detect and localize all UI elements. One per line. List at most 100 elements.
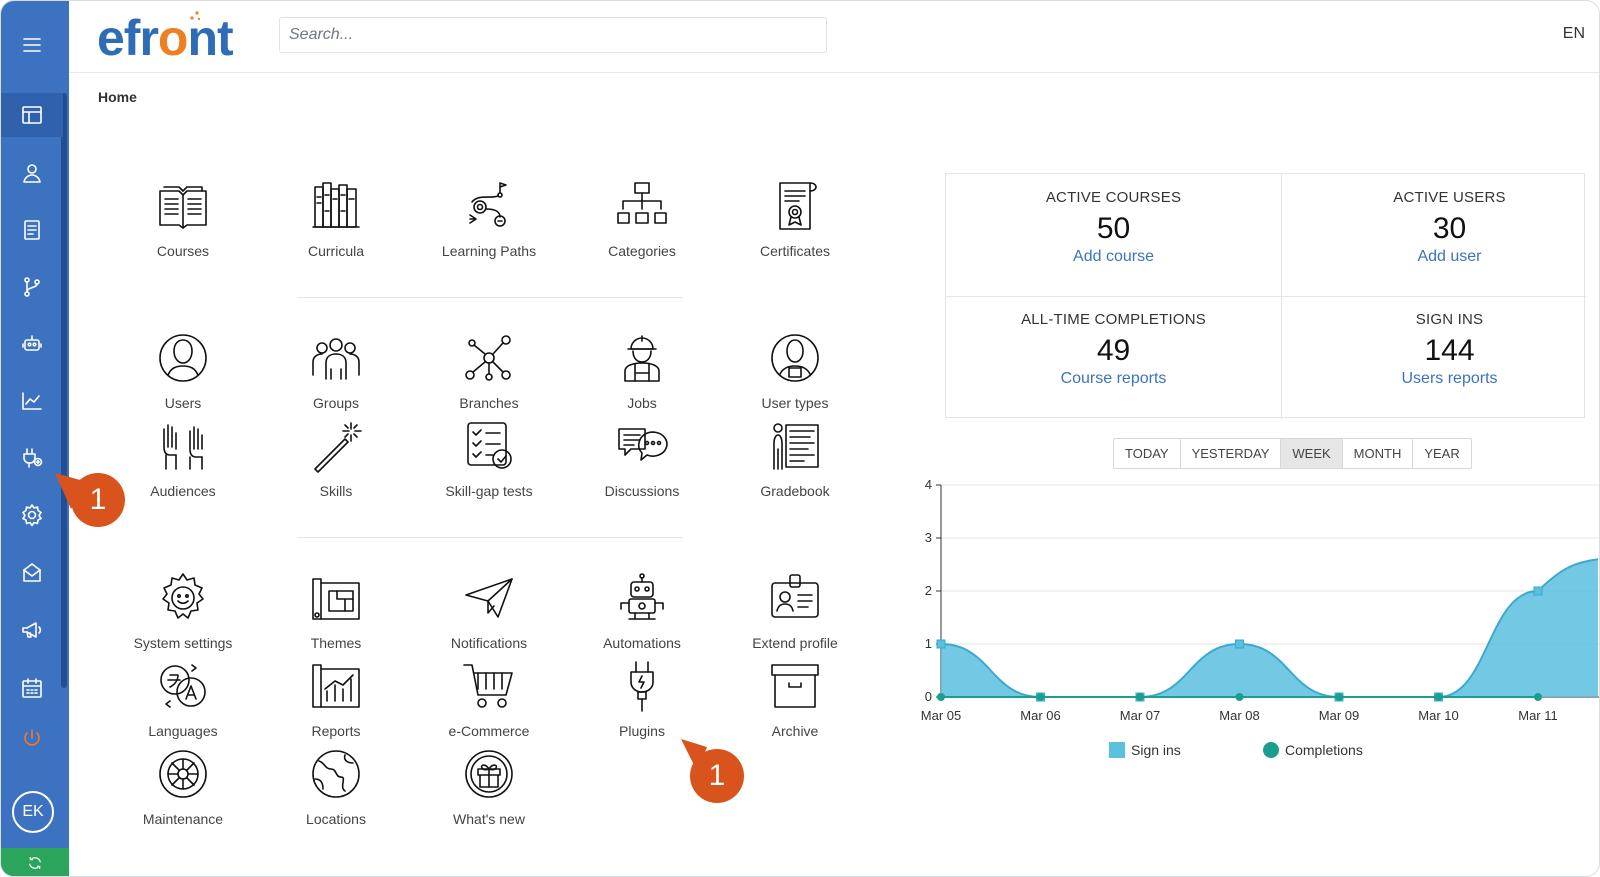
- y-tick-label: 3: [925, 530, 932, 545]
- tile-skills[interactable]: Skills: [261, 419, 411, 504]
- shopping-cart-icon: [463, 664, 513, 708]
- tile-branches[interactable]: Branches: [414, 331, 564, 416]
- sidebar-scrollbar[interactable]: [61, 93, 67, 688]
- messages-icon[interactable]: [1, 551, 63, 595]
- tile-label: Themes: [310, 635, 362, 651]
- top-header: efront Search... EN: [69, 1, 1599, 73]
- tile-label: Discussions: [604, 483, 680, 499]
- gift-circle-icon: [465, 750, 513, 798]
- period-week-button[interactable]: WEEK: [1281, 439, 1343, 468]
- logo-spark-icon: [190, 11, 201, 21]
- robot-icon[interactable]: [1, 322, 63, 366]
- add-user-link[interactable]: Add user: [1417, 248, 1482, 265]
- tile-label: Notifications: [450, 635, 528, 651]
- efront-logo[interactable]: efront: [97, 9, 234, 67]
- gear-smile-icon: [162, 573, 204, 619]
- tile-certificates[interactable]: Certificates: [720, 179, 870, 264]
- tile-whats-new[interactable]: What's new: [414, 747, 564, 832]
- course-reports-link[interactable]: Course reports: [1060, 370, 1167, 387]
- tile-ecommerce[interactable]: e-Commerce: [414, 659, 564, 744]
- user-circle-icon: [159, 334, 207, 382]
- sync-button[interactable]: [1, 848, 69, 876]
- tile-groups[interactable]: Groups: [261, 331, 411, 416]
- path-map-icon: [469, 182, 507, 227]
- group-people-icon: [312, 338, 360, 380]
- logo-text-start: efr: [97, 10, 159, 66]
- dashboard-icon[interactable]: [1, 93, 63, 137]
- tile-curricula[interactable]: Curricula: [261, 179, 411, 264]
- tile-jobs[interactable]: Jobs: [567, 331, 717, 416]
- users-reports-link[interactable]: Users reports: [1401, 370, 1498, 387]
- tile-languages[interactable]: Languages: [108, 659, 258, 744]
- tile-label: Users: [164, 395, 202, 411]
- tile-label: Categories: [608, 243, 676, 259]
- tile-system-settings[interactable]: System settings: [108, 571, 258, 656]
- tile-users[interactable]: Users: [108, 331, 258, 416]
- period-month-button[interactable]: MONTH: [1343, 439, 1414, 468]
- tile-label: Branches: [459, 395, 519, 411]
- tile-notifications[interactable]: Notifications: [414, 571, 564, 656]
- settings-icon[interactable]: [1, 493, 63, 537]
- tile-archive[interactable]: Archive: [720, 659, 870, 744]
- power-icon[interactable]: [1, 717, 63, 761]
- callout-badge-sidebar: 1: [71, 473, 125, 527]
- completions-point: [1434, 693, 1443, 701]
- tile-plugins[interactable]: Plugins: [567, 659, 717, 744]
- period-today-button[interactable]: TODAY: [1114, 439, 1181, 468]
- reports-icon[interactable]: [1, 379, 63, 423]
- legend-completions[interactable]: Completions: [1263, 742, 1363, 758]
- plugins-icon[interactable]: [1, 436, 63, 480]
- tile-skill-gap-tests[interactable]: Skill-gap tests: [414, 419, 564, 504]
- tile-discussions[interactable]: Discussions: [567, 419, 717, 504]
- avatar[interactable]: EK: [12, 791, 54, 833]
- menu-icon[interactable]: [1, 23, 63, 67]
- search-input[interactable]: Search...: [279, 17, 827, 53]
- tile-extend-profile[interactable]: Extend profile: [720, 571, 870, 656]
- tile-label: Learning Paths: [441, 243, 537, 259]
- tile-courses[interactable]: Courses: [108, 179, 258, 264]
- translate-icon: [160, 664, 206, 708]
- user-badge-icon: [771, 334, 819, 382]
- completions-point: [937, 693, 945, 701]
- period-yesterday-button[interactable]: YESTERDAY: [1181, 439, 1282, 468]
- legend-sign-ins[interactable]: Sign ins: [1109, 742, 1181, 758]
- breadcrumb[interactable]: Home: [98, 89, 137, 105]
- tile-categories[interactable]: Categories: [567, 179, 717, 264]
- certificate-icon: [779, 182, 817, 230]
- tile-reports[interactable]: Reports: [261, 659, 411, 744]
- stat-active-courses: ACTIVE COURSES 50 Add course: [946, 174, 1281, 296]
- tile-gradebook[interactable]: Gradebook: [720, 419, 870, 504]
- tile-locations[interactable]: Locations: [261, 747, 411, 832]
- language-selector[interactable]: EN: [1562, 25, 1585, 42]
- tile-label: Gradebook: [760, 483, 830, 499]
- tile-user-types[interactable]: User types: [720, 331, 870, 416]
- tile-label: Extend profile: [752, 635, 838, 651]
- legend-swatch: [1109, 742, 1125, 758]
- tile-audiences[interactable]: Audiences: [108, 419, 258, 504]
- y-tick-label: 1: [925, 636, 932, 651]
- tile-label: Jobs: [627, 395, 657, 411]
- stats-panel: ACTIVE COURSES 50 Add course ACTIVE USER…: [945, 173, 1586, 419]
- tile-themes[interactable]: Themes: [261, 571, 411, 656]
- report-chart-icon: [312, 664, 360, 708]
- logo-text-o: o: [157, 10, 189, 66]
- user-icon[interactable]: [1, 151, 63, 195]
- tile-automations[interactable]: Automations: [567, 571, 717, 656]
- calendar-icon[interactable]: [1, 666, 63, 710]
- add-course-link[interactable]: Add course: [1073, 248, 1154, 265]
- completions-point: [1235, 693, 1244, 701]
- activity-chart: 0 1 2 3 4 Mar 05 Mar 06 Mar 07 Mar 08 Mar 09 Mar 1…: [911, 477, 1599, 777]
- courses-icon[interactable]: [1, 208, 63, 252]
- tile-maintenance[interactable]: Maintenance: [108, 747, 258, 832]
- announcements-icon[interactable]: [1, 608, 63, 652]
- period-year-button[interactable]: YEAR: [1424, 446, 1460, 461]
- sign-ins-area: [941, 559, 1598, 697]
- categories-hierarchy-icon: [617, 182, 667, 224]
- callout-badge-plugins: 1: [690, 749, 744, 803]
- tile-learning-paths[interactable]: Learning Paths: [414, 179, 564, 264]
- refresh-icon: [29, 857, 41, 869]
- chart-svg: 0 1 2 3 4 Mar 05 Mar 06 Mar 07 Mar 08 Mar 09 Mar 1…: [921, 477, 1599, 723]
- branches-icon[interactable]: [1, 265, 63, 309]
- completions-point: [1335, 693, 1343, 701]
- divider: [297, 537, 683, 538]
